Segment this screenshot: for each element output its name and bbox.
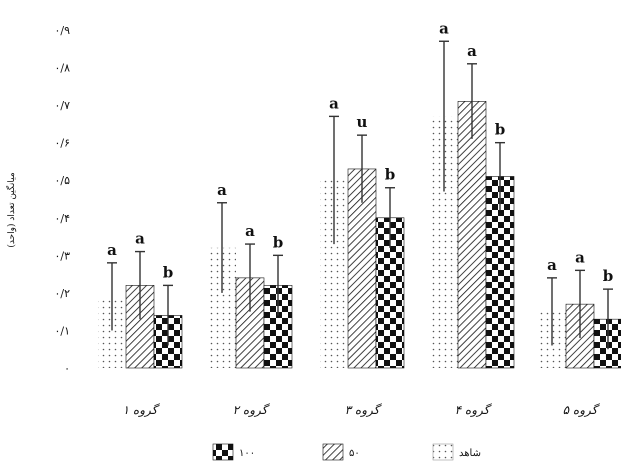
significance-letter: a: [439, 19, 449, 37]
category-label: گروه ۲: [233, 403, 271, 417]
y-axis-label: میانگین تعداد (واحد): [5, 172, 17, 247]
significance-letter: b: [273, 233, 284, 251]
y-tick-label: ۰/۴: [54, 212, 70, 225]
y-tick-label: ۰/۶: [54, 137, 70, 150]
y-axis-ticks: ۰ ۰/۱ ۰/۲ ۰/۳ ۰/۴ ۰/۵ ۰/۶ ۰/۷ ۰/۸ ۰/۹: [54, 24, 70, 375]
significance-letter: u: [357, 113, 368, 131]
y-tick-label: ۰/۱: [54, 324, 70, 337]
significance-letter: a: [245, 222, 255, 240]
significance-letter: a: [107, 241, 117, 259]
significance-letter: b: [495, 121, 506, 139]
significance-letter: a: [575, 248, 585, 266]
legend-label: شاهد: [459, 448, 481, 459]
y-tick-label: ۰/۷: [54, 99, 70, 112]
significance-letter: b: [163, 263, 174, 281]
y-tick-label: ۰: [64, 362, 70, 375]
category-label: گروه ۳: [345, 403, 383, 417]
legend-swatch: [322, 443, 344, 461]
category-labels: گروه ۱ گروه ۲ گروه ۳ گروه ۴ گروه ۵: [123, 403, 601, 417]
legend-label: ۱۰۰: [239, 448, 255, 459]
legend-swatch: [432, 443, 454, 461]
legend: شاهد ۵۰ ۱۰۰: [212, 443, 481, 461]
y-tick-label: ۰/۵: [54, 174, 70, 187]
y-tick-label: ۰/۸: [54, 62, 70, 75]
significance-letter: a: [135, 230, 145, 248]
category-label: گروه ۵: [563, 403, 601, 417]
legend-label: ۵۰: [349, 448, 360, 459]
category-label: گروه ۴: [455, 403, 493, 417]
significance-letter: a: [547, 256, 557, 274]
significance-letter: a: [217, 181, 227, 199]
bar: [457, 101, 487, 369]
category-label: گروه ۱: [123, 403, 161, 417]
legend-swatch: [212, 443, 234, 461]
significance-letter: a: [467, 42, 477, 60]
y-tick-label: ۰/۹: [54, 24, 70, 37]
significance-letter: b: [385, 166, 396, 184]
y-tick-label: ۰/۲: [54, 287, 70, 300]
significance-letter: a: [329, 94, 339, 112]
y-tick-label: ۰/۳: [54, 249, 70, 262]
significance-letter: b: [603, 267, 614, 285]
